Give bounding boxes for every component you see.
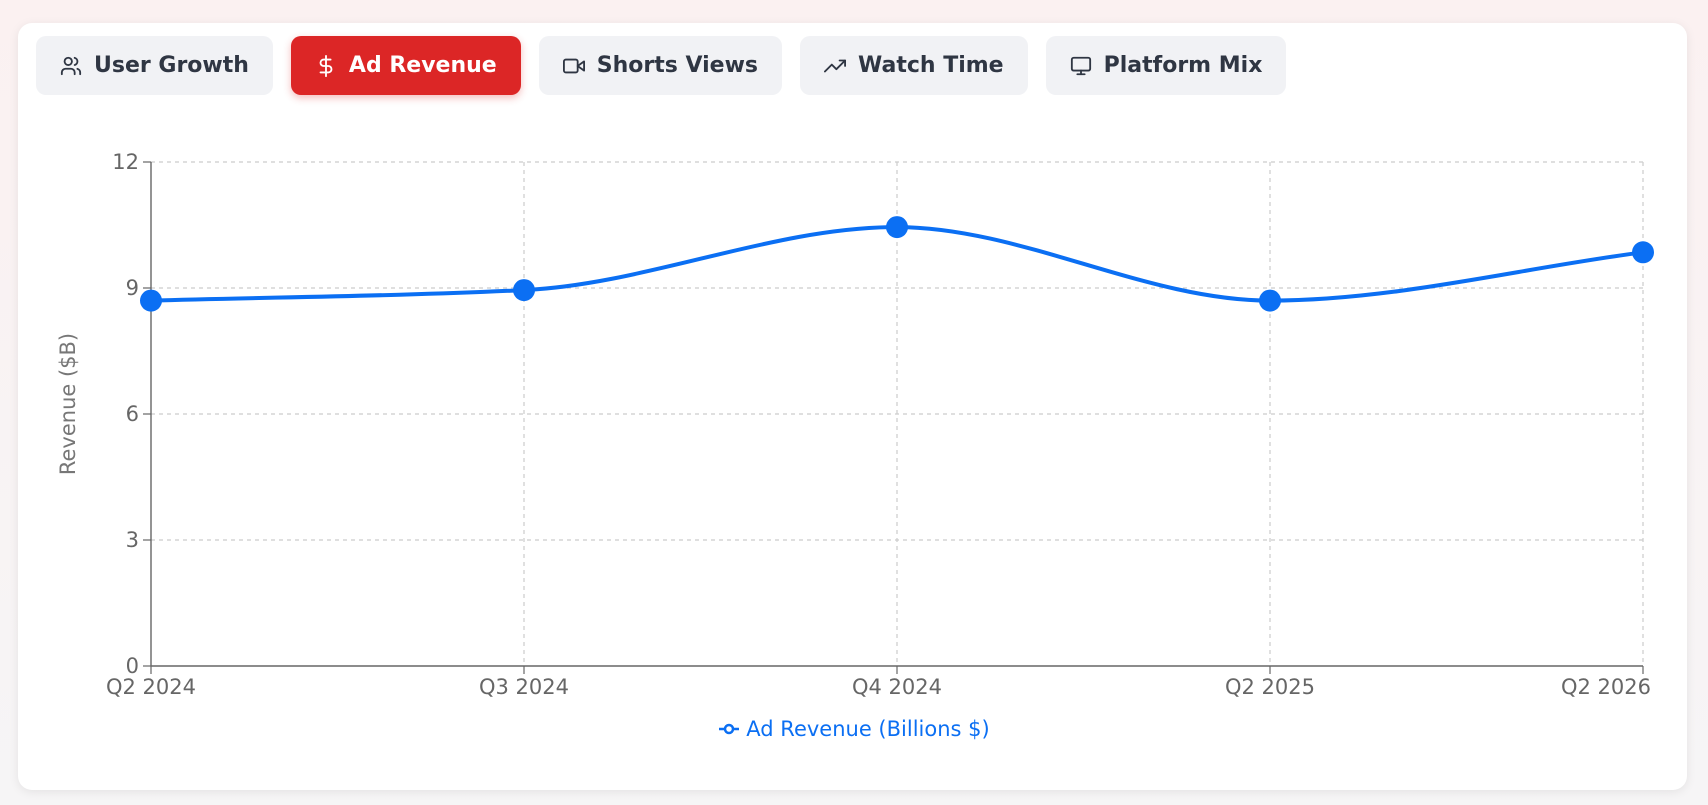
- tab-label: Shorts Views: [596, 53, 758, 78]
- video-icon: [562, 55, 585, 77]
- tab-shorts-views[interactable]: Shorts Views: [538, 36, 782, 95]
- x-tick-label: Q2 2026: [1561, 675, 1651, 699]
- legend-line-icon: [718, 722, 740, 736]
- chart-legend[interactable]: Ad Revenue (Billions $): [0, 717, 1708, 741]
- x-tick-label: Q3 2024: [479, 675, 569, 699]
- dollar-icon: [315, 54, 337, 77]
- data-point: [140, 289, 162, 312]
- tab-label: Platform Mix: [1103, 53, 1263, 78]
- tab-label: User Growth: [94, 53, 249, 78]
- x-tick-label: Q4 2024: [852, 675, 942, 699]
- y-axis-title: Revenue ($B): [56, 333, 80, 475]
- tab-user-growth[interactable]: User Growth: [36, 36, 273, 95]
- y-tick-label: 3: [126, 528, 139, 552]
- tab-label: Ad Revenue: [348, 53, 497, 78]
- y-tick-label: 6: [126, 402, 139, 426]
- chart-card: [18, 23, 1687, 790]
- monitor-icon: [1070, 55, 1092, 77]
- data-point: [886, 216, 908, 239]
- metric-tabs: User Growth Ad Revenue Shorts Views Watc…: [36, 36, 1287, 95]
- y-tick-label: 0: [126, 654, 139, 678]
- data-point: [1632, 241, 1654, 264]
- y-tick-label: 12: [112, 150, 139, 174]
- trending-up-icon: [824, 55, 846, 77]
- data-point: [1259, 289, 1281, 312]
- data-point: [513, 279, 535, 302]
- tab-watch-time[interactable]: Watch Time: [800, 36, 1028, 95]
- tab-platform-mix[interactable]: Platform Mix: [1045, 36, 1287, 95]
- x-tick-label: Q2 2024: [106, 675, 196, 699]
- x-tick-label: Q2 2025: [1225, 675, 1315, 699]
- tab-ad-revenue[interactable]: Ad Revenue: [290, 36, 521, 95]
- series-line: [150, 225, 1644, 303]
- tab-label: Watch Time: [858, 53, 1004, 78]
- legend-label: Ad Revenue (Billions $): [746, 717, 990, 741]
- users-icon: [60, 55, 82, 77]
- y-tick-label: 9: [126, 276, 139, 300]
